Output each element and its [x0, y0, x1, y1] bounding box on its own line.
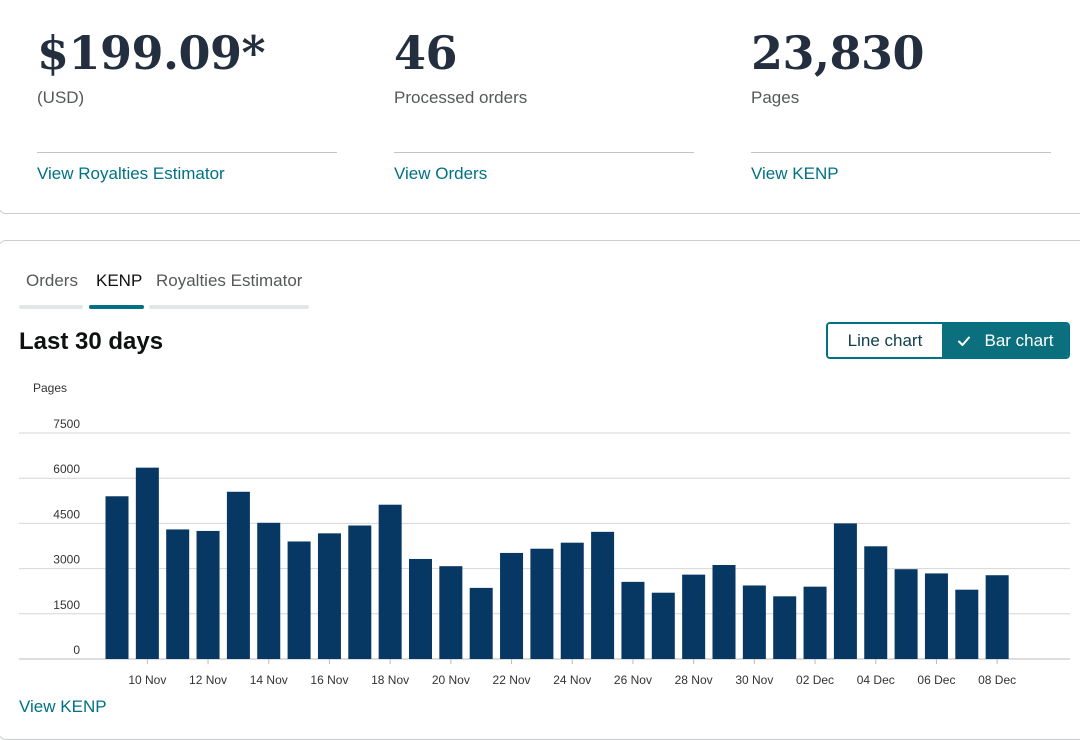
pages-value: 23,830: [751, 26, 925, 80]
view-kenp-bottom-link[interactable]: View KENP: [19, 697, 107, 716]
bar: [135, 467, 159, 659]
royalties-currency-label: (USD): [37, 88, 85, 107]
bar: [348, 525, 372, 659]
y-tick-label: 0: [73, 643, 80, 657]
bar: [591, 531, 615, 659]
x-tick-label: 10 Nov: [128, 673, 166, 687]
x-tick-label: 04 Dec: [857, 673, 895, 687]
x-tick-label: 26 Nov: [614, 673, 652, 687]
divider: [37, 152, 337, 153]
bar: [378, 504, 402, 659]
y-tick-label: 1500: [53, 598, 80, 612]
line-chart-label: Line chart: [847, 330, 923, 350]
checkmark-icon: [957, 336, 970, 346]
y-tick-label: 4500: [53, 507, 80, 521]
orders-label: Processed orders: [394, 88, 528, 107]
orders-value: 46: [394, 26, 458, 80]
bar: [682, 574, 706, 659]
bar: [530, 548, 554, 659]
divider: [394, 152, 694, 153]
x-tick-label: 14 Nov: [250, 673, 288, 687]
x-tick-label: 24 Nov: [553, 673, 591, 687]
tab-orders[interactable]: Orders: [26, 271, 78, 290]
x-tick-label: 12 Nov: [189, 673, 227, 687]
bar: [469, 587, 493, 659]
pages-label: Pages: [751, 88, 800, 107]
y-tick-label: 3000: [53, 553, 80, 567]
bar: [560, 542, 584, 659]
bar: [894, 569, 918, 659]
view-royalties-estimator-link[interactable]: View Royalties Estimator: [37, 164, 225, 183]
bar: [500, 552, 524, 659]
bar: [409, 558, 432, 659]
bar: [712, 564, 736, 659]
bar: [439, 566, 463, 659]
tab-royalties-estimator-indicator: [149, 305, 309, 309]
bar: [773, 596, 797, 659]
royalties-value: $199.09*: [37, 26, 266, 80]
tab-orders-indicator: [19, 305, 83, 309]
y-tick-label: 7500: [53, 417, 80, 431]
x-tick-label: 28 Nov: [675, 673, 713, 687]
bar: [287, 541, 311, 659]
section-title: Last 30 days: [19, 328, 164, 355]
bar: [955, 589, 979, 659]
bar: [803, 586, 827, 659]
bar: [196, 530, 220, 659]
x-tick-label: 06 Dec: [917, 673, 955, 687]
bar: [924, 573, 948, 659]
view-orders-link[interactable]: View Orders: [394, 164, 488, 183]
bar: [833, 523, 857, 659]
bar: [166, 529, 190, 659]
bar: [317, 533, 341, 659]
x-tick-label: 18 Nov: [371, 673, 409, 687]
bar: [742, 585, 766, 659]
bar: [105, 496, 129, 659]
tab-kenp-indicator: [89, 305, 144, 309]
bar: [257, 522, 281, 659]
x-tick-label: 02 Dec: [796, 673, 834, 687]
bar: [651, 592, 675, 659]
bar-chart-button[interactable]: Bar chart: [942, 324, 1068, 357]
line-chart-button[interactable]: Line chart: [828, 324, 942, 357]
x-tick-label: 20 Nov: [432, 673, 470, 687]
tab-royalties-estimator[interactable]: Royalties Estimator: [156, 271, 303, 290]
bar: [985, 575, 1009, 659]
y-tick-label: 6000: [53, 462, 80, 476]
bar: [864, 546, 888, 659]
x-tick-label: 16 Nov: [310, 673, 348, 687]
summary-card: [0, 0, 1080, 214]
kenp-bar-chart: Pages 0 1500 3000 4500 6000 7500 10 Nov 12 Nov 14…: [19, 381, 1070, 687]
x-tick-label: 30 Nov: [735, 673, 773, 687]
y-axis-title: Pages: [33, 381, 67, 395]
divider: [751, 152, 1051, 153]
bar: [621, 581, 645, 659]
x-tick-label: 08 Dec: [978, 673, 1016, 687]
view-kenp-link[interactable]: View KENP: [751, 164, 839, 183]
bar: [226, 491, 250, 659]
x-tick-label: 22 Nov: [493, 673, 531, 687]
chart-type-toggle: Line chart Bar chart: [826, 322, 1070, 359]
bar-chart-label: Bar chart: [984, 330, 1054, 350]
tab-kenp[interactable]: KENP: [96, 271, 143, 290]
